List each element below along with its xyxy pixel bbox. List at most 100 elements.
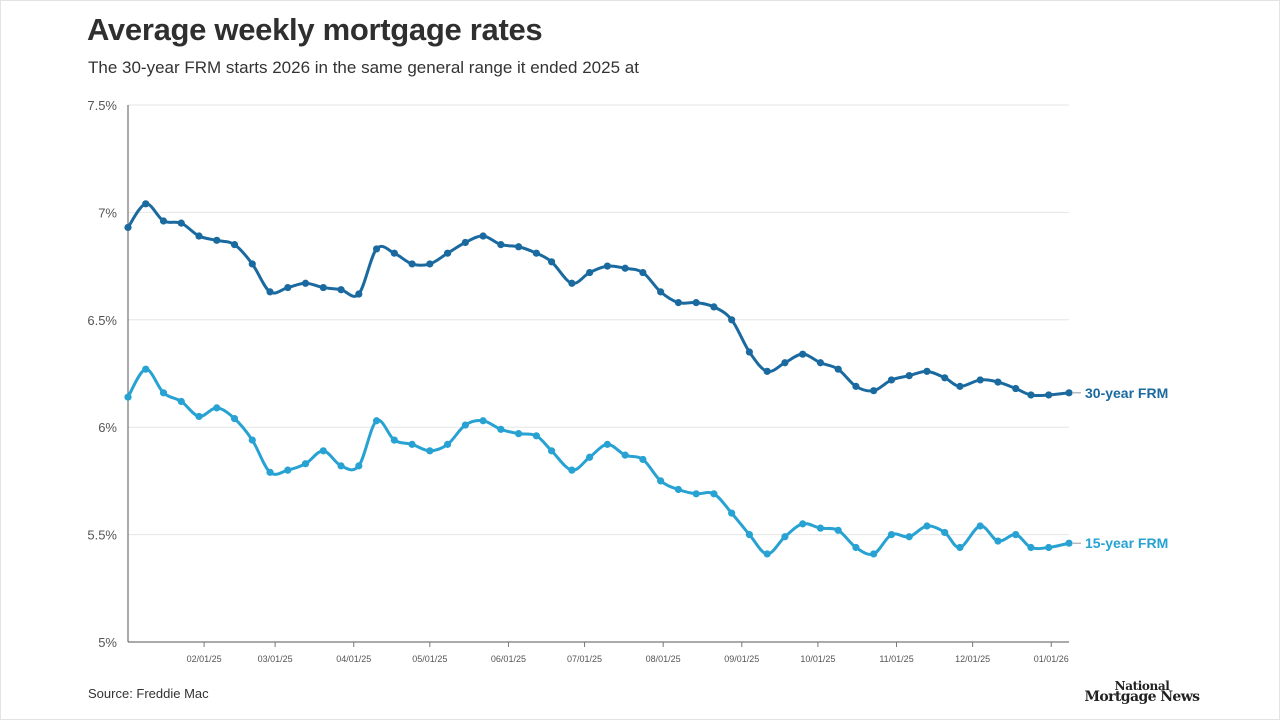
data-point-30-year-frm	[159, 217, 168, 225]
data-point-15-year-frm	[479, 417, 487, 425]
data-point-15-year-frm	[674, 485, 682, 494]
x-tick-label: 06/01/25	[491, 654, 526, 664]
data-point-30-year-frm	[745, 348, 754, 356]
x-tick-label: 01/01/26	[1034, 654, 1069, 664]
data-point-30-year-frm	[230, 241, 239, 249]
data-point-30-year-frm	[674, 299, 682, 307]
data-point-15-year-frm	[426, 447, 434, 455]
data-point-30-year-frm	[301, 279, 310, 287]
data-point-15-year-frm	[923, 522, 931, 530]
y-tick-label: 6.5%	[87, 313, 117, 328]
x-tick-label: 08/01/25	[646, 654, 681, 664]
data-point-15-year-frm	[390, 436, 398, 444]
data-point-15-year-frm	[497, 425, 505, 433]
data-point-30-year-frm	[976, 376, 984, 384]
y-tick-label: 7.5%	[87, 98, 117, 113]
series-label-15-year-frm: 15-year FRM	[1085, 535, 1168, 551]
data-point-30-year-frm	[372, 245, 381, 253]
x-tick-label: 11/01/25	[879, 654, 913, 664]
data-point-30-year-frm	[1065, 389, 1073, 397]
data-point-15-year-frm	[586, 453, 594, 461]
data-point-15-year-frm	[710, 490, 718, 498]
data-point-15-year-frm	[461, 421, 469, 429]
data-point-15-year-frm	[372, 417, 381, 425]
data-point-15-year-frm	[941, 528, 949, 537]
data-point-15-year-frm	[603, 440, 611, 448]
data-point-30-year-frm	[337, 286, 345, 294]
data-point-30-year-frm	[497, 241, 505, 249]
logo-line-1: National	[1114, 679, 1170, 693]
data-point-30-year-frm	[284, 283, 292, 292]
data-point-15-year-frm	[621, 451, 629, 459]
data-point-15-year-frm	[852, 543, 860, 552]
data-point-15-year-frm	[728, 509, 736, 517]
data-point-30-year-frm	[177, 219, 185, 227]
data-point-15-year-frm	[1027, 543, 1035, 552]
data-point-30-year-frm	[816, 359, 825, 367]
data-point-30-year-frm	[692, 299, 700, 307]
data-point-15-year-frm	[976, 522, 984, 530]
data-point-15-year-frm	[266, 468, 274, 476]
data-point-15-year-frm	[532, 432, 540, 440]
data-point-15-year-frm	[284, 466, 292, 474]
data-point-30-year-frm	[728, 316, 736, 324]
data-point-30-year-frm	[763, 367, 771, 375]
data-point-15-year-frm	[834, 526, 842, 534]
data-point-30-year-frm	[195, 232, 203, 240]
data-point-30-year-frm	[390, 249, 398, 257]
data-point-30-year-frm	[639, 268, 647, 277]
data-point-30-year-frm	[586, 268, 594, 277]
data-point-30-year-frm	[124, 223, 132, 232]
data-point-15-year-frm	[1045, 543, 1053, 552]
data-point-30-year-frm	[1027, 391, 1035, 399]
data-point-30-year-frm	[799, 350, 807, 358]
data-point-15-year-frm	[443, 440, 452, 448]
data-point-15-year-frm	[142, 365, 150, 373]
data-point-30-year-frm	[532, 249, 540, 257]
series-label-30-year-frm: 30-year FRM	[1085, 385, 1168, 401]
publisher-logo: National Mortgage News	[1082, 679, 1202, 705]
data-point-15-year-frm	[799, 520, 807, 528]
data-point-15-year-frm	[870, 550, 878, 558]
data-point-30-year-frm	[710, 303, 718, 311]
data-point-15-year-frm	[639, 455, 647, 464]
data-point-30-year-frm	[248, 260, 256, 268]
data-point-30-year-frm	[355, 290, 363, 298]
data-point-15-year-frm	[408, 440, 416, 448]
data-point-15-year-frm	[230, 415, 239, 423]
data-point-15-year-frm	[745, 531, 754, 539]
data-point-30-year-frm	[887, 376, 896, 384]
data-point-15-year-frm	[301, 460, 310, 468]
x-tick-label: 04/01/25	[336, 654, 371, 664]
x-tick-label: 10/01/25	[800, 654, 835, 664]
logo-line-2: Mortgage News	[1084, 689, 1201, 705]
chart-title: Average weekly mortgage rates	[87, 12, 543, 47]
data-point-30-year-frm	[1045, 391, 1053, 399]
data-point-15-year-frm	[1012, 531, 1020, 539]
data-point-15-year-frm	[905, 533, 913, 541]
data-point-15-year-frm	[319, 447, 327, 455]
chart-subtitle: The 30-year FRM starts 2026 in the same …	[88, 58, 639, 77]
data-point-15-year-frm	[177, 397, 185, 406]
data-point-30-year-frm	[142, 200, 150, 208]
data-point-15-year-frm	[994, 537, 1002, 545]
data-point-30-year-frm	[426, 260, 434, 268]
data-point-30-year-frm	[479, 232, 487, 240]
data-point-30-year-frm	[408, 260, 416, 268]
data-point-15-year-frm	[195, 412, 203, 421]
data-point-15-year-frm	[515, 430, 523, 438]
data-point-15-year-frm	[337, 462, 345, 470]
data-point-30-year-frm	[1012, 384, 1020, 393]
y-tick-label: 5%	[98, 635, 117, 650]
data-point-15-year-frm	[547, 447, 556, 455]
data-point-15-year-frm	[816, 524, 825, 532]
x-tick-label: 05/01/25	[412, 654, 447, 664]
data-point-15-year-frm	[692, 490, 700, 498]
data-point-30-year-frm	[319, 283, 327, 292]
x-tick-label: 02/01/25	[187, 654, 222, 664]
data-point-30-year-frm	[603, 262, 611, 270]
data-point-30-year-frm	[956, 382, 964, 390]
data-point-30-year-frm	[657, 288, 665, 296]
data-point-15-year-frm	[124, 393, 132, 401]
